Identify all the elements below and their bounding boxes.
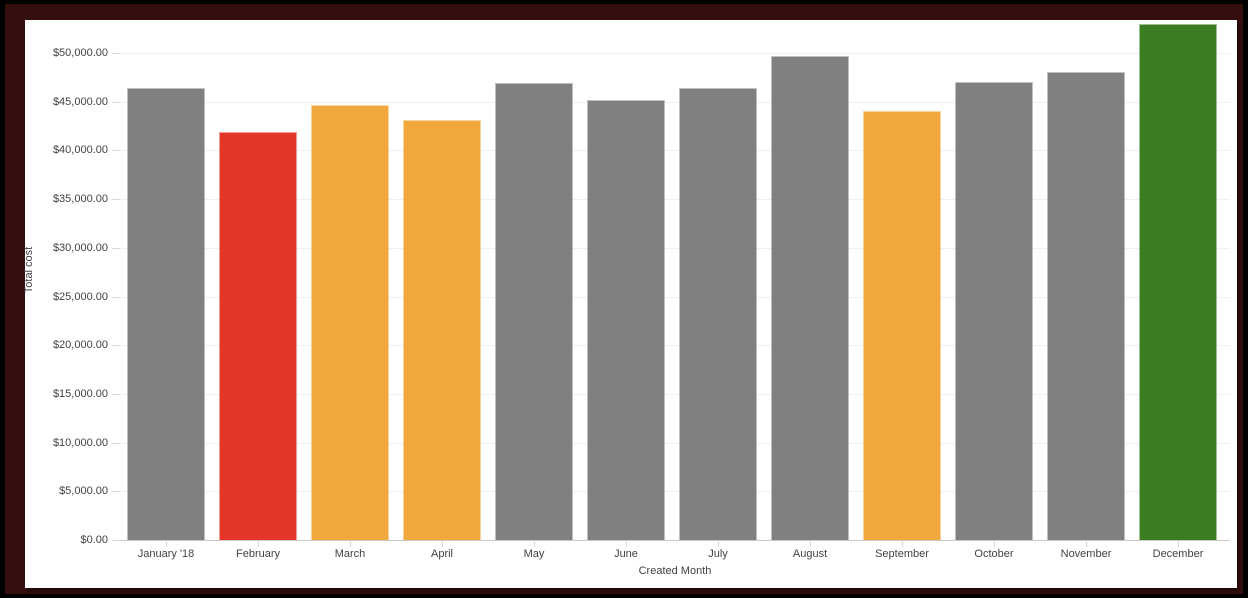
gridline (120, 199, 1230, 201)
gridline (120, 101, 1230, 103)
bar-april[interactable] (403, 120, 481, 540)
x-axis-title: Created Month (638, 565, 712, 577)
x-tick-label: March (334, 548, 366, 560)
gridline (120, 345, 1230, 347)
bar-august[interactable] (771, 55, 849, 540)
y-tick-label: $50,000.00 (52, 47, 108, 59)
bar-september[interactable] (863, 111, 941, 540)
x-tick-label: April (430, 548, 453, 560)
y-tick-mark (112, 345, 120, 347)
y-tick-label: $5,000.00 (59, 485, 108, 498)
bar-march[interactable] (311, 104, 389, 540)
x-tick-label: November (1060, 548, 1112, 560)
x-tick-mark (442, 541, 443, 547)
x-tick-mark (994, 541, 995, 547)
y-tick-label: $40,000.00 (52, 144, 108, 157)
gridline (120, 491, 1230, 493)
bar-december[interactable] (1139, 23, 1217, 540)
y-tick-mark (112, 150, 120, 152)
x-tick-mark (166, 541, 167, 547)
y-tick-label: $0.00 (80, 534, 108, 546)
x-tick-mark (718, 541, 719, 547)
y-tick-mark (112, 247, 120, 249)
x-tick-label: July (708, 548, 728, 560)
x-tick-label: February (235, 548, 281, 560)
x-tick-label: May (523, 548, 545, 560)
x-tick-mark (810, 541, 811, 547)
gridline (120, 53, 1230, 54)
y-tick-mark (112, 53, 120, 54)
y-tick-label: $25,000.00 (52, 290, 108, 303)
x-tick-mark (534, 541, 535, 547)
y-tick-mark (112, 296, 120, 298)
y-axis-title: Total cost (23, 246, 35, 294)
y-tick-label: $30,000.00 (52, 241, 108, 254)
x-tick-mark (902, 541, 903, 547)
bar-february[interactable] (219, 131, 297, 540)
x-axis-line (120, 540, 1230, 541)
y-tick-mark (112, 199, 120, 201)
y-tick-label: $45,000.00 (52, 95, 108, 108)
bar-january-18[interactable] (127, 88, 205, 540)
x-tick-label: June (614, 548, 638, 560)
gridline (120, 150, 1230, 152)
x-tick-mark (258, 541, 259, 547)
bar-november[interactable] (1047, 72, 1125, 540)
y-tick-label: $15,000.00 (52, 387, 108, 400)
bar-july[interactable] (679, 88, 757, 540)
x-tick-label: December (1152, 548, 1204, 560)
y-tick-mark (112, 393, 120, 395)
y-tick-mark (112, 491, 120, 493)
x-tick-label: October (974, 548, 1014, 560)
gridline (120, 442, 1230, 444)
gridline (120, 296, 1230, 298)
y-tick-label: $10,000.00 (52, 436, 108, 449)
gridline (120, 247, 1230, 249)
bar-may[interactable] (495, 83, 573, 540)
y-tick-label: $20,000.00 (52, 339, 108, 352)
y-tick-mark (112, 442, 120, 444)
gridline (120, 393, 1230, 395)
y-tick-mark (112, 101, 120, 103)
x-tick-label: August (792, 548, 828, 560)
bar-june[interactable] (587, 99, 665, 540)
x-tick-label: September (875, 548, 929, 560)
x-tick-mark (1178, 541, 1179, 547)
y-tick-mark (112, 540, 120, 541)
y-tick-label: $35,000.00 (52, 193, 108, 206)
x-tick-mark (1086, 541, 1087, 547)
bar-october[interactable] (955, 82, 1033, 540)
x-tick-mark (626, 541, 627, 547)
x-tick-label: January '18 (137, 548, 195, 560)
x-tick-mark (350, 541, 351, 547)
